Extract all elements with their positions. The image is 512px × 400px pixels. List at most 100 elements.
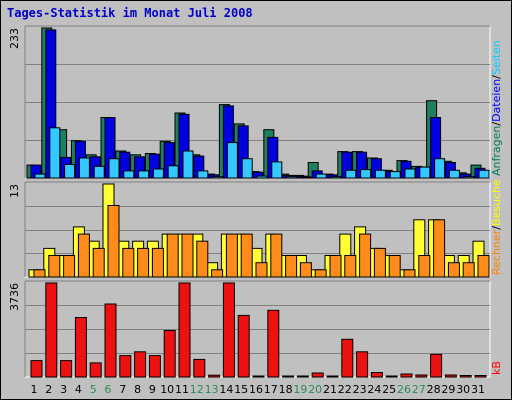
bar-rechner-day-17 — [270, 233, 283, 278]
bar-kb-day-21 — [326, 375, 339, 378]
bar-seiten-day-11 — [182, 150, 194, 179]
right-legend-part-top-2: Dateien — [490, 79, 503, 122]
bar-seiten-day-29 — [448, 169, 460, 179]
bar-rechner-day-15 — [240, 233, 253, 278]
chart-title: Tages-Statistik im Monat Juli 2008 — [7, 6, 253, 20]
bar-kb-day-6 — [104, 303, 117, 378]
bar-kb-day-5 — [89, 362, 102, 378]
x-tick-day-21: 21 — [323, 383, 337, 396]
bar-kb-day-7 — [119, 355, 132, 378]
bar-rechner-day-24 — [373, 247, 386, 278]
bar-rechner-day-30 — [462, 262, 475, 278]
bar-rechner-day-13 — [211, 269, 224, 278]
bar-seiten-day-28 — [434, 158, 446, 179]
bar-rechner-day-26 — [403, 269, 416, 278]
bar-rechner-day-2 — [48, 255, 61, 278]
bar-rechner-day-1 — [33, 269, 46, 278]
x-tick-day-20: 20 — [308, 383, 322, 396]
bar-kb-day-9 — [148, 355, 161, 378]
x-tick-day-3: 3 — [60, 383, 67, 396]
bar-seiten-day-23 — [360, 169, 372, 179]
bar-rechner-day-25 — [388, 255, 401, 278]
x-tick-day-29: 29 — [441, 383, 455, 396]
bar-kb-day-10 — [163, 330, 176, 378]
bar-rechner-day-11 — [181, 233, 194, 278]
right-legend-top: Anfragen/Dateien/Seiten — [490, 40, 503, 176]
bar-seiten-day-20 — [315, 173, 327, 179]
ymax-label-top: 233 — [8, 28, 21, 49]
right-legend-bottom: kB — [490, 361, 503, 375]
x-tick-day-15: 15 — [234, 383, 248, 396]
bar-seiten-day-2 — [49, 127, 61, 179]
bar-seiten-day-12 — [197, 170, 209, 179]
bar-seiten-day-26 — [404, 168, 416, 179]
x-tick-day-2: 2 — [45, 383, 52, 396]
bar-kb-day-4 — [74, 317, 87, 378]
bar-rechner-day-14 — [225, 233, 238, 278]
bar-kb-day-27 — [415, 374, 428, 378]
bar-kb-day-2 — [45, 282, 58, 378]
x-tick-day-9: 9 — [149, 383, 156, 396]
bar-seiten-day-18 — [286, 176, 298, 179]
bar-seiten-day-15 — [241, 158, 253, 179]
bar-seiten-day-9 — [152, 168, 164, 179]
bar-kb-day-11 — [178, 282, 191, 378]
bar-rechner-day-28 — [433, 219, 446, 278]
bar-seiten-day-30 — [463, 176, 475, 179]
right-legend-part-top-0: Anfragen — [490, 126, 503, 176]
bar-kb-day-20 — [311, 372, 324, 378]
x-tick-day-23: 23 — [353, 383, 367, 396]
bar-kb-day-16 — [252, 375, 265, 378]
bar-rechner-day-8 — [137, 247, 150, 278]
x-tick-day-4: 4 — [75, 383, 82, 396]
bar-rechner-day-19 — [299, 262, 312, 278]
x-tick-day-27: 27 — [412, 383, 426, 396]
right-legend-part-middle-2: Besuche — [490, 179, 503, 226]
bar-rechner-day-23 — [359, 233, 372, 278]
bar-rechner-day-16 — [255, 262, 268, 278]
bar-rechner-day-18 — [285, 255, 298, 278]
ymax-label-bottom: 3736 — [8, 283, 21, 311]
bar-kb-day-29 — [444, 374, 457, 378]
bar-seiten-day-4 — [78, 157, 90, 179]
bar-seiten-day-25 — [389, 171, 401, 179]
x-tick-day-18: 18 — [279, 383, 293, 396]
bar-rechner-day-20 — [314, 269, 327, 278]
x-tick-day-1: 1 — [31, 383, 38, 396]
bar-kb-day-28 — [430, 353, 443, 378]
bar-rechner-day-5 — [92, 247, 105, 278]
right-legend-middle: Rechner/Besuche — [490, 179, 503, 275]
bar-seiten-day-5 — [93, 165, 105, 179]
bar-seiten-day-24 — [374, 169, 386, 179]
bar-kb-day-30 — [459, 375, 472, 378]
bar-kb-day-23 — [356, 351, 369, 378]
bar-kb-day-26 — [400, 373, 413, 378]
bar-kb-day-12 — [193, 358, 206, 378]
x-tick-day-26: 26 — [397, 383, 411, 396]
bar-seiten-day-14 — [226, 142, 238, 179]
bar-seiten-day-19 — [300, 176, 312, 179]
x-tick-day-14: 14 — [219, 383, 233, 396]
bar-rechner-day-4 — [77, 233, 90, 278]
bar-seiten-day-13 — [212, 176, 224, 179]
x-tick-day-22: 22 — [338, 383, 352, 396]
x-tick-day-8: 8 — [134, 383, 141, 396]
bar-seiten-day-16 — [256, 175, 268, 179]
bar-kb-day-8 — [134, 351, 147, 378]
bar-kb-day-19 — [296, 375, 309, 378]
x-tick-day-6: 6 — [105, 383, 112, 396]
bar-kb-day-1 — [30, 360, 43, 378]
x-tick-day-19: 19 — [293, 383, 307, 396]
x-tick-day-7: 7 — [119, 383, 126, 396]
bar-kb-day-3 — [60, 360, 73, 378]
x-tick-day-12: 12 — [190, 383, 204, 396]
x-tick-day-5: 5 — [90, 383, 97, 396]
bar-kb-day-25 — [385, 375, 398, 378]
bar-seiten-day-3 — [64, 164, 76, 179]
right-legend-part-top-3: / — [490, 75, 503, 79]
bar-rechner-day-22 — [344, 255, 357, 278]
bar-seiten-day-8 — [138, 170, 150, 179]
bar-rechner-day-29 — [447, 262, 460, 278]
bar-rechner-day-27 — [418, 255, 431, 278]
